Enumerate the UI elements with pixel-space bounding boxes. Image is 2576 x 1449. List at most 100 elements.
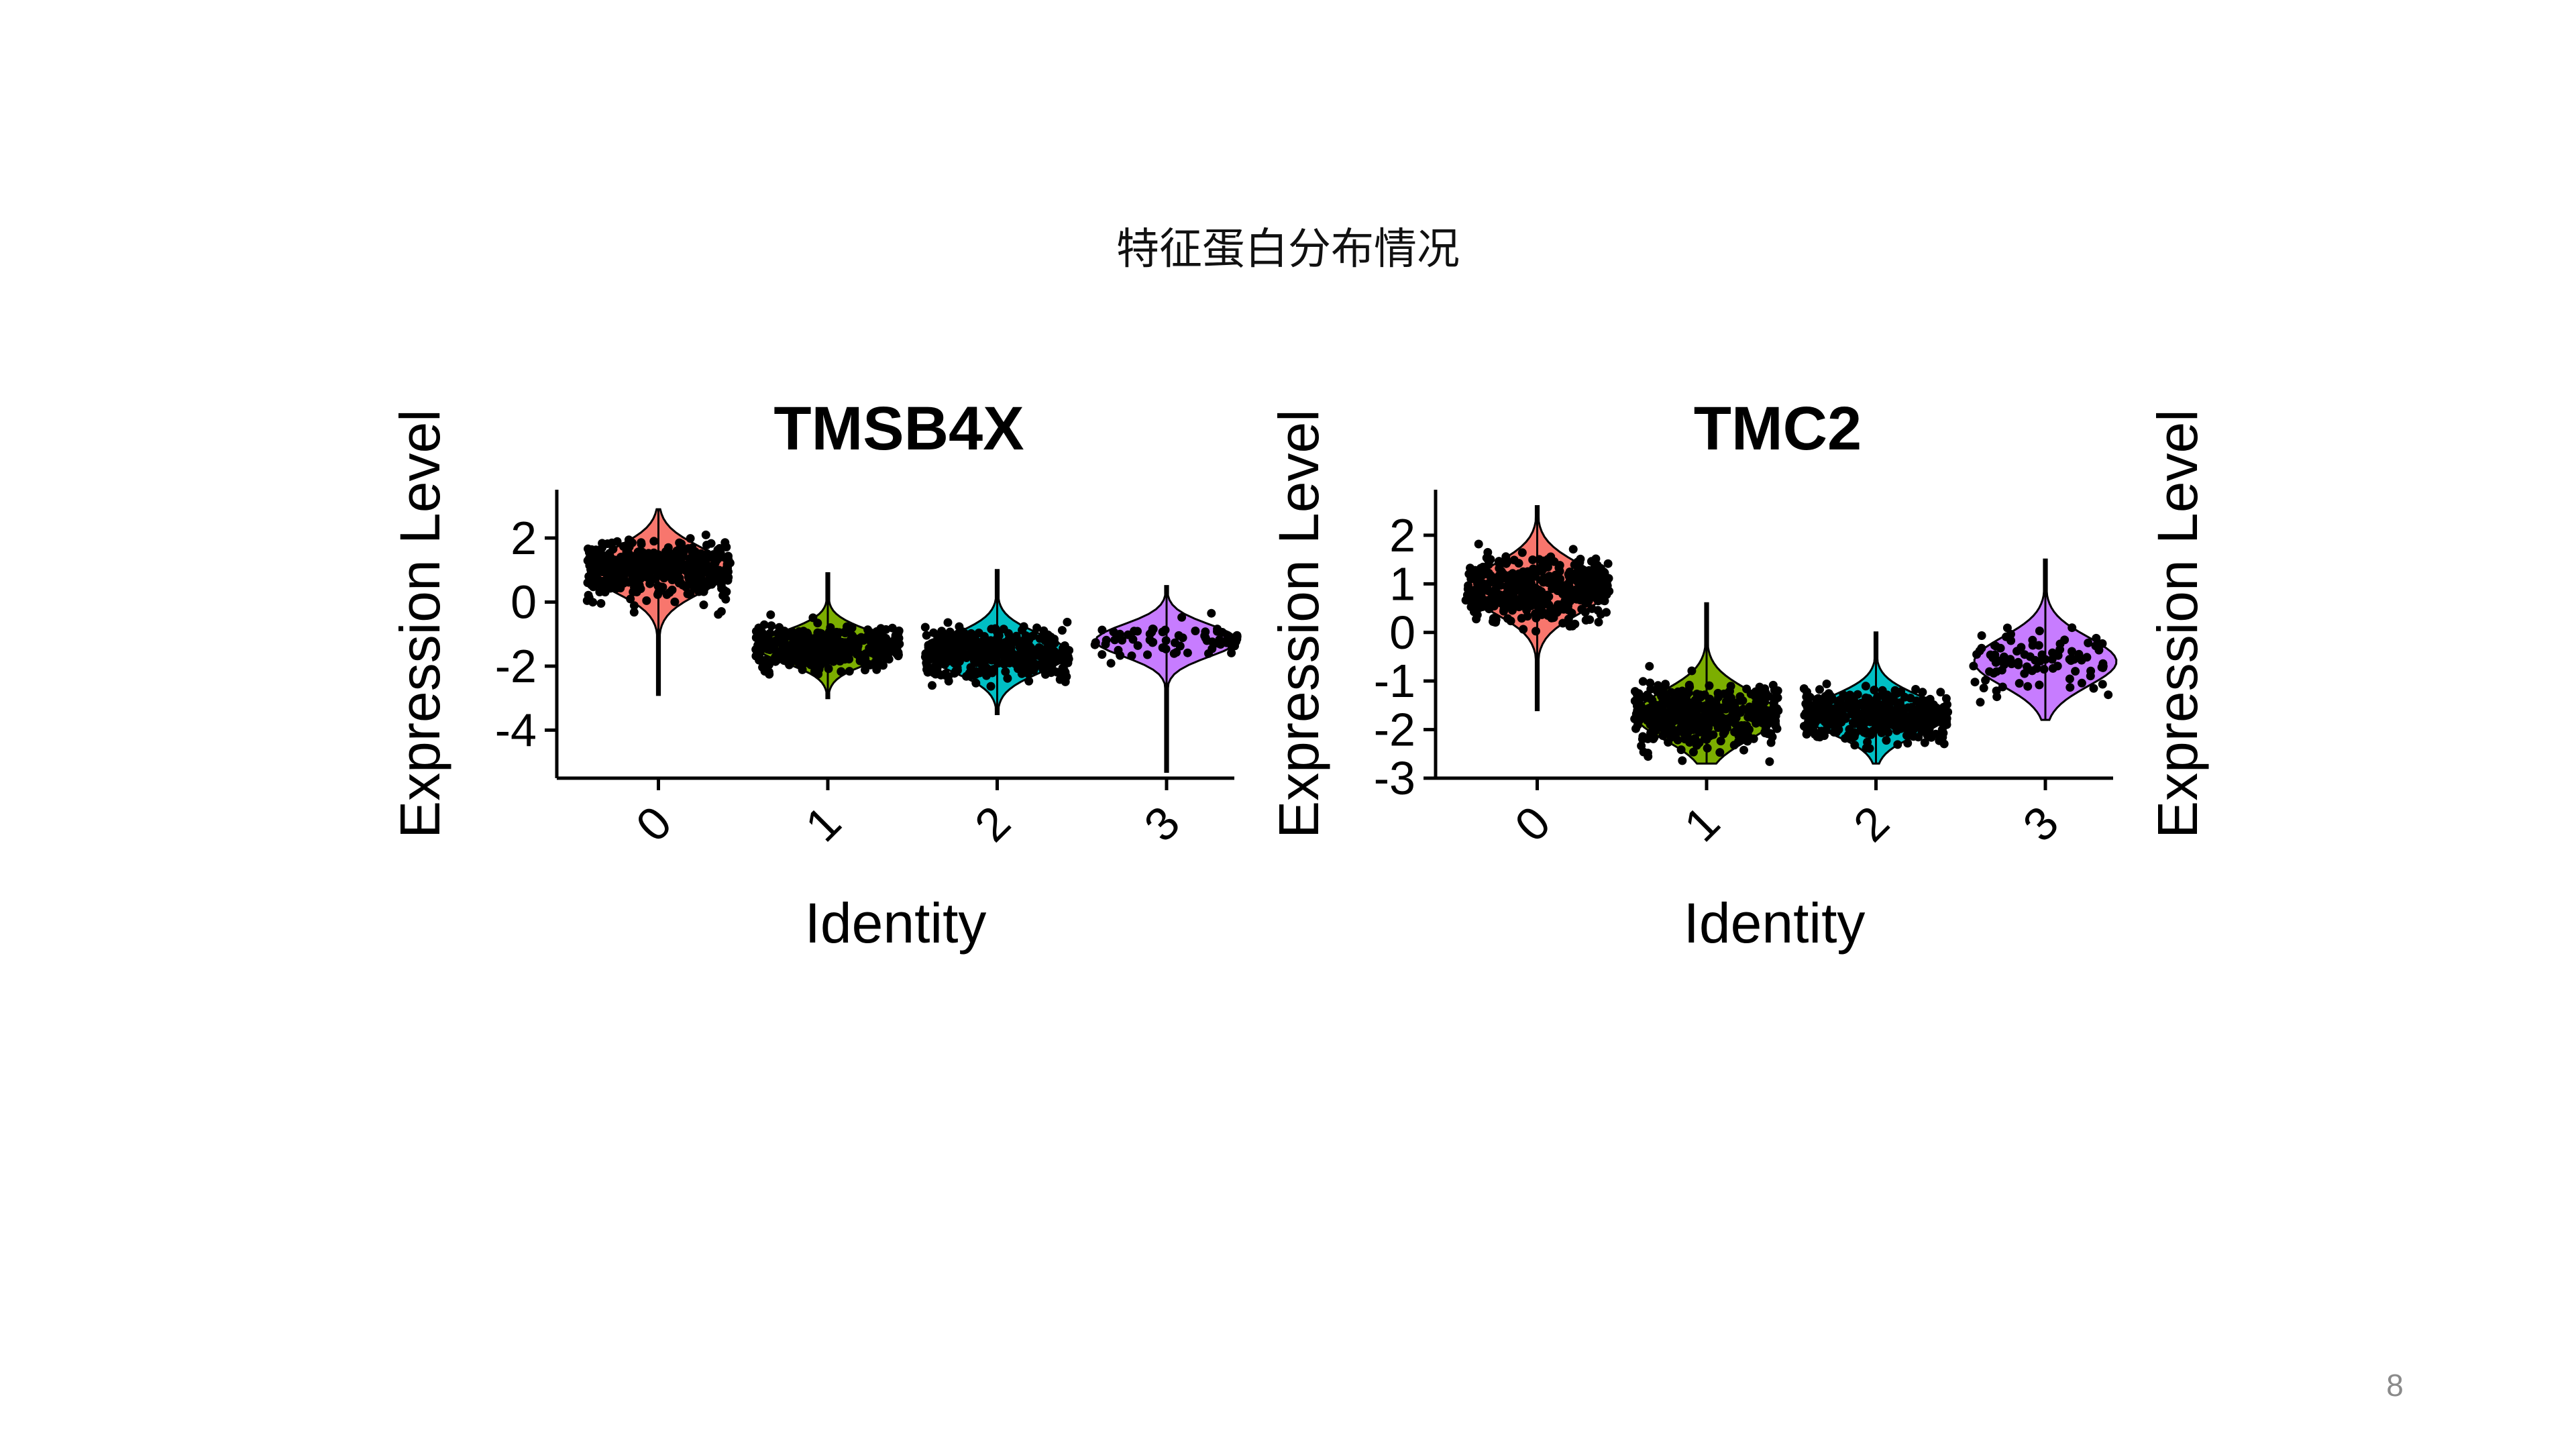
chart-title: TMC2 bbox=[1694, 394, 1862, 463]
extra-y-axis-label: Expression Level bbox=[2146, 409, 2209, 839]
jitter-point bbox=[1884, 728, 1893, 737]
jitter-point bbox=[2028, 641, 2037, 650]
jitter-point bbox=[686, 534, 695, 543]
jitter-point bbox=[1874, 699, 1883, 708]
jitter-point bbox=[1766, 738, 1776, 747]
jitter-point bbox=[1097, 625, 1107, 635]
jitter-point bbox=[1114, 645, 1123, 655]
jitter-point bbox=[1799, 684, 1809, 693]
jitter-point bbox=[1860, 728, 1869, 737]
jitter-point bbox=[1594, 571, 1603, 580]
jitter-point bbox=[1594, 617, 1603, 627]
jitter-point bbox=[619, 560, 628, 570]
jitter-point bbox=[1499, 598, 1508, 608]
jitter-point bbox=[1020, 643, 1029, 652]
jitter-point bbox=[879, 661, 888, 670]
jitter-point bbox=[1477, 594, 1487, 604]
jitter-point bbox=[1035, 634, 1044, 643]
jitter-point bbox=[1029, 631, 1038, 641]
jitter-point bbox=[1976, 698, 1985, 707]
jitter-point bbox=[1929, 708, 1937, 718]
jitter-point bbox=[2068, 623, 2077, 633]
jitter-point bbox=[710, 563, 719, 572]
jitter-point bbox=[955, 622, 964, 631]
jitter-point bbox=[2071, 667, 2080, 676]
jitter-point bbox=[1676, 745, 1686, 755]
jitter-point bbox=[2098, 639, 2107, 648]
jitter-point bbox=[1819, 731, 1829, 741]
jitter-point bbox=[802, 633, 811, 643]
jitter-point bbox=[1517, 583, 1525, 592]
jitter-point bbox=[2065, 674, 2074, 684]
jitter-point bbox=[1755, 715, 1764, 724]
jitter-point bbox=[1745, 702, 1754, 712]
jitter-point bbox=[1853, 690, 1862, 699]
jitter-point bbox=[1507, 606, 1517, 615]
jitter-point bbox=[1106, 659, 1116, 668]
jitter-point bbox=[975, 650, 985, 659]
jitter-point bbox=[1638, 677, 1648, 686]
jitter-point bbox=[1765, 757, 1774, 766]
jitter-point bbox=[1738, 735, 1748, 744]
jitter-point bbox=[1705, 694, 1715, 704]
jitter-point bbox=[1118, 635, 1127, 645]
x-tick-label: 3 bbox=[2013, 796, 2069, 852]
jitter-point bbox=[1024, 676, 1034, 686]
jitter-point bbox=[1587, 604, 1597, 613]
jitter-point bbox=[1536, 566, 1545, 576]
jitter-point bbox=[1495, 590, 1504, 599]
jitter-point bbox=[1638, 735, 1647, 744]
jitter-point bbox=[1528, 600, 1538, 609]
jitter-point bbox=[951, 651, 960, 661]
jitter-point bbox=[626, 594, 635, 604]
jitter-point bbox=[1990, 650, 2000, 659]
jitter-point bbox=[1710, 710, 1719, 719]
jitter-point bbox=[922, 658, 931, 667]
jitter-point bbox=[1903, 739, 1913, 748]
jitter-point bbox=[2089, 684, 2098, 693]
jitter-point bbox=[967, 665, 976, 674]
jitter-point bbox=[1756, 699, 1765, 708]
jitter-point bbox=[718, 591, 728, 600]
jitter-point bbox=[1992, 667, 2001, 676]
jitter-point bbox=[1518, 600, 1527, 610]
x-tick-label: 2 bbox=[1843, 796, 1899, 852]
y-tick-label: 2 bbox=[1389, 509, 1415, 561]
jitter-point bbox=[1673, 735, 1682, 745]
jitter-point bbox=[1489, 590, 1498, 600]
jitter-point bbox=[1771, 721, 1780, 731]
jitter-point bbox=[1057, 626, 1067, 635]
jitter-point bbox=[1495, 564, 1504, 573]
jitter-point bbox=[998, 647, 1007, 656]
jitter-point bbox=[1850, 741, 1860, 750]
jitter-point bbox=[583, 578, 592, 588]
jitter-point bbox=[1754, 708, 1763, 717]
jitter-point bbox=[1900, 710, 1909, 720]
jitter-point bbox=[1815, 685, 1824, 694]
jitter-point bbox=[1939, 716, 1947, 726]
jitter-point bbox=[993, 627, 1002, 637]
jitter-point bbox=[1633, 708, 1643, 718]
jitter-point bbox=[884, 655, 894, 664]
jitter-point bbox=[2020, 669, 2029, 678]
jitter-point bbox=[972, 638, 981, 647]
jitter-point bbox=[1839, 690, 1848, 700]
jitter-point bbox=[694, 587, 704, 596]
jitter-point bbox=[667, 585, 677, 594]
jitter-point bbox=[1702, 725, 1711, 735]
jitter-point bbox=[1920, 738, 1929, 747]
jitter-point bbox=[2020, 650, 2029, 659]
jitter-point bbox=[1581, 616, 1591, 625]
jitter-point bbox=[1916, 724, 1925, 733]
jitter-point bbox=[2098, 680, 2107, 689]
jitter-point bbox=[641, 565, 651, 574]
jitter-point bbox=[1501, 559, 1511, 568]
jitter-point bbox=[2035, 657, 2045, 665]
jitter-point bbox=[1703, 743, 1712, 753]
jitter-point bbox=[1896, 687, 1906, 696]
jitter-point bbox=[1227, 648, 1236, 657]
jitter-point bbox=[928, 638, 938, 647]
jitter-point bbox=[798, 665, 807, 674]
jitter-point bbox=[1685, 682, 1695, 692]
y-tick-label: -1 bbox=[1374, 655, 1415, 707]
